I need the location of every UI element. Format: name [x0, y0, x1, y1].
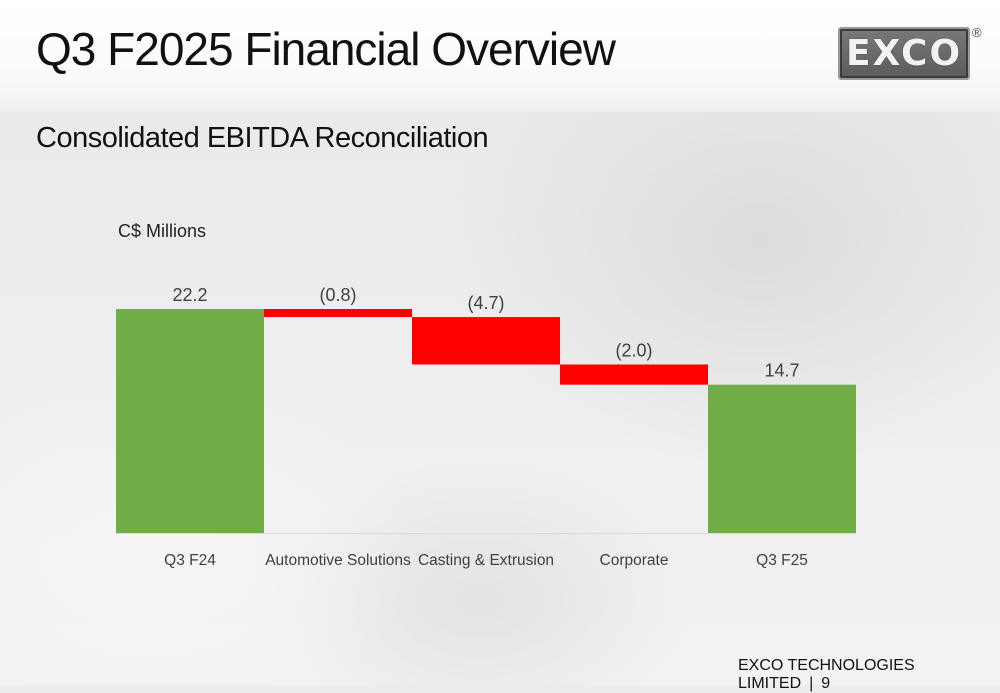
footer: EXCO TECHNOLOGIES LIMITED | 9	[738, 657, 1000, 693]
data-label: (2.0)	[615, 340, 652, 360]
category-label: Corporate	[600, 552, 669, 569]
bar-casting-extrusion	[412, 317, 560, 365]
exco-logo: EXCO	[838, 27, 970, 80]
category-label: Casting & Extrusion	[418, 552, 554, 569]
bar-corporate	[560, 364, 708, 385]
units-label: C$ Millions	[118, 221, 207, 241]
page-number: 9	[821, 675, 831, 692]
data-label: 14.7	[764, 361, 799, 381]
registered-mark: ®	[972, 25, 982, 40]
category-label: Automotive Solutions	[265, 552, 411, 569]
data-label: (4.7)	[467, 293, 504, 313]
data-label: (0.8)	[319, 285, 356, 305]
logo-text: EXCO	[845, 33, 963, 74]
slide-subtitle: Consolidated EBITDA Reconciliation	[36, 122, 489, 154]
category-label: Q3 F24	[164, 552, 216, 569]
category-label: Q3 F25	[756, 552, 808, 569]
bar-q3-f25	[708, 384, 856, 533]
bar-automotive-solutions	[264, 309, 412, 318]
bar-q3-f24	[116, 309, 264, 533]
slide-title: Q3 F2025 Financial Overview	[36, 23, 616, 75]
footer-separator: |	[809, 675, 814, 692]
header-band	[0, 0, 1000, 112]
data-label: 22.2	[172, 285, 207, 305]
